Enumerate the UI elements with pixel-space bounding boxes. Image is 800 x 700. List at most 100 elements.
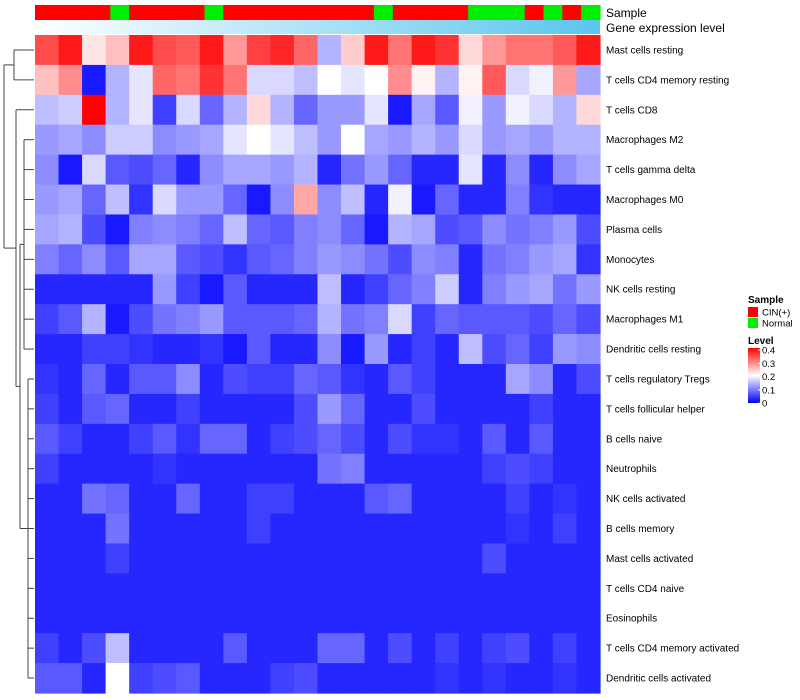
heatmap-cell [152, 603, 177, 634]
heatmap-cell [505, 633, 530, 664]
heatmap-cell [388, 453, 413, 485]
heatmap-cell [364, 154, 389, 186]
heatmap-cell [246, 663, 272, 694]
heatmap-cell [223, 94, 248, 126]
heatmap-cell [388, 214, 413, 245]
heatmap-cell [270, 94, 295, 126]
heatmap-cell [223, 35, 248, 66]
heatmap-cell [411, 513, 436, 545]
heatmap-cell [505, 124, 530, 156]
heatmap-cell [246, 94, 272, 126]
heatmap-cell [35, 423, 60, 455]
heatmap-cell [129, 94, 154, 126]
heatmap-cell [223, 184, 248, 216]
sample-annotation-cell [317, 5, 337, 20]
row-label: Macrophages M1 [606, 315, 684, 326]
heatmap-cell [82, 64, 107, 96]
heatmap-cell [270, 244, 295, 275]
heatmap-cell [482, 573, 507, 604]
heatmap-cell [270, 35, 295, 66]
heatmap-cell [552, 603, 578, 634]
heatmap-cell [552, 154, 578, 186]
heatmap-cell [529, 124, 554, 156]
row-label: NK cells resting [606, 285, 675, 296]
heatmap-cell [482, 304, 507, 335]
heatmap-cell [152, 453, 177, 485]
heatmap-cell [482, 603, 507, 634]
heatmap-cell [411, 244, 436, 275]
heatmap-cell [364, 543, 389, 574]
heatmap-cell [341, 543, 366, 574]
heatmap-cell [152, 334, 177, 365]
heatmap-cell [152, 423, 177, 455]
heatmap-cell [411, 214, 436, 245]
heatmap-cell [576, 214, 601, 245]
heatmap-cell [435, 483, 460, 515]
heatmap-cell [364, 483, 389, 515]
heatmap-cell [552, 663, 578, 694]
heatmap-cell [482, 214, 507, 245]
heatmap-cell [199, 244, 224, 275]
sample-annotation-cell [449, 5, 469, 20]
heatmap-cell [364, 64, 389, 96]
sample-annotation-cell [72, 5, 93, 20]
heatmap-cell [317, 184, 342, 216]
heatmap-cell [458, 35, 483, 66]
heatmap-cell [364, 184, 389, 216]
heatmap-cell [129, 453, 154, 485]
heatmap-cell [482, 663, 507, 694]
heatmap-cell [82, 154, 107, 186]
heatmap-cell [152, 304, 177, 335]
row-label: T cells gamma delta [606, 165, 696, 176]
heatmap-cell [364, 453, 389, 485]
heatmap-cell [223, 633, 248, 664]
heatmap-cell [458, 543, 483, 574]
heatmap-cell [270, 334, 295, 365]
heatmap-cell [505, 274, 530, 305]
sample-annotation-cell [374, 5, 394, 20]
heatmap-cell [505, 304, 530, 335]
heatmap-cell [576, 35, 601, 66]
heatmap-cell [364, 334, 389, 365]
heatmap-cell [388, 64, 413, 96]
sample-annotation-cell [223, 5, 243, 20]
heatmap-cell [529, 304, 554, 335]
heatmap-cell [293, 603, 319, 634]
heatmap-cell [552, 364, 578, 395]
heatmap-cell [293, 304, 319, 335]
heatmap-cell [223, 64, 248, 96]
heatmap-cell [58, 35, 83, 66]
heatmap-cell [199, 154, 224, 186]
heatmap-cell [176, 633, 201, 664]
heatmap-cell [388, 244, 413, 275]
heatmap-cell [317, 513, 342, 545]
heatmap-cell [246, 64, 272, 96]
sample-annotation-cell [53, 5, 74, 20]
sample-annotation-cell [336, 5, 356, 20]
heatmap-cell [58, 364, 83, 395]
heatmap-cell [176, 603, 201, 634]
heatmap-cell [317, 64, 342, 96]
heatmap-cell [341, 304, 366, 335]
heatmap-cell [35, 334, 60, 365]
heatmap-cell [223, 214, 248, 245]
heatmap-cell [576, 603, 601, 634]
heatmap-cell [317, 214, 342, 245]
heatmap-cell [58, 633, 83, 664]
heatmap-cell [82, 274, 107, 305]
heatmap-cell [435, 64, 460, 96]
heatmap-cell [129, 603, 154, 634]
heatmap-cell [199, 334, 224, 365]
heatmap-cell [505, 543, 530, 574]
level-legend-tick-label: 0.4 [762, 346, 775, 357]
heatmap-cell [388, 633, 413, 664]
heatmap-cell [388, 663, 413, 694]
heatmap-cell [199, 304, 224, 335]
heatmap-cell [82, 453, 107, 485]
sample-annotation-cell [148, 5, 168, 20]
heatmap-cell [35, 573, 60, 604]
heatmap-cell [388, 184, 413, 216]
heatmap-cell [199, 663, 224, 694]
heatmap-cell [58, 154, 83, 186]
heatmap-cell [270, 483, 295, 515]
